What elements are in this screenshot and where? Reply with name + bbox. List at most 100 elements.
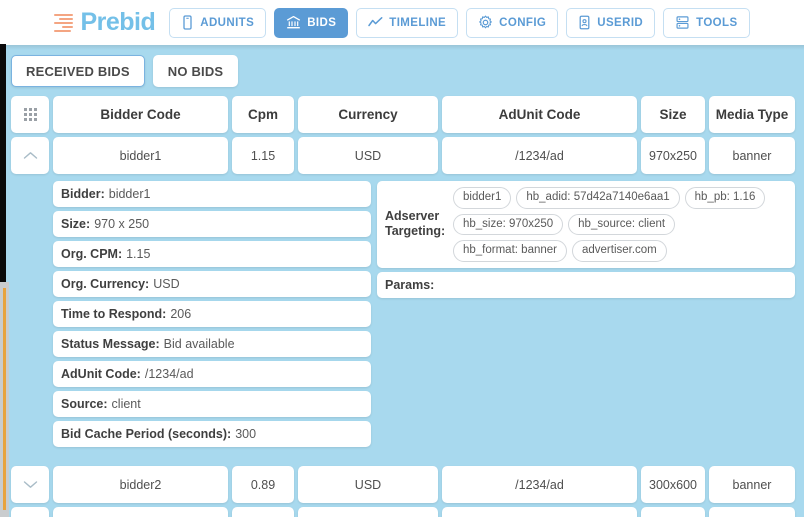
cell-adunit-code: /1234/ad [442,137,637,174]
cell-cpm: 0.19 [232,507,294,517]
table-row[interactable]: bidder1 1.15 USD /1234/ad 970x250 banner [11,137,795,174]
cell-adunit-code: /1234/ad [442,466,637,503]
column-header-size[interactable]: Size [641,96,705,133]
bids-table: Bidder Code Cpm Currency AdUnit Code Siz… [0,96,804,517]
nav-tab-bids[interactable]: BIDS [274,7,349,38]
targeting-chip[interactable]: bidder1 [453,187,512,209]
column-header-currency[interactable]: Currency [298,96,438,133]
nav-tab-config[interactable]: CONFIG [466,7,559,38]
targeting-chip[interactable]: hb_format: banner [453,240,567,262]
column-header-cpm[interactable]: Cpm [232,96,294,133]
chevron-up-icon [23,149,38,163]
cell-cpm: 1.15 [232,137,294,174]
detail-org-cpm-value: 1.15 [126,247,151,261]
gear-icon [478,15,493,30]
detail-time-to-respond-label: Time to Respond: [61,307,167,321]
detail-size-label: Size: [61,217,91,231]
cell-bidder-code: bidder2 [53,466,228,503]
bids-subtabs: RECEIVED BIDS NO BIDS [0,45,804,96]
detail-org-currency: Org. Currency: USD [53,271,371,297]
detail-status-message: Status Message: Bid available [53,331,371,357]
targeting-chip[interactable]: hb_source: client [568,213,676,236]
server-stack-icon [675,15,690,30]
chevron-down-icon [23,478,38,492]
chart-line-icon [368,16,383,29]
nav-tab-adunits[interactable]: ADUNITS [169,7,267,38]
nav-tab-config-label: CONFIG [499,16,547,29]
subtab-no-bids-label: NO BIDS [167,63,224,79]
detail-org-cpm: Org. CPM: 1.15 [53,241,371,267]
detail-bid-cache-period: Bid Cache Period (seconds): 300 [53,421,371,447]
cell-media-type: banner [709,137,795,174]
detail-adunit-code-label: AdUnit Code: [61,367,141,381]
cell-size: 300x600 [641,466,705,503]
cell-bidder-code: bidder3 [53,507,228,517]
detail-time-to-respond-value: 206 [170,307,192,321]
targeting-chip[interactable]: hb_size: 970x250 [453,213,564,236]
adserver-targeting-label: Adserver Targeting: [385,208,446,239]
adserver-targeting-chips: bidder1 hb_adid: 57d42a7140e6aa1 hb_pb: … [453,187,787,262]
table-row[interactable]: bidder3 0.19 USD /1234/ad 300x250 banner [11,507,795,517]
detail-bidder-label: Bidder: [61,187,105,201]
grid-dots-icon [23,108,37,121]
app-header: Prebid ADUNITS [0,0,804,45]
cell-media-type: banner [709,507,795,517]
detail-bottom-spacer [11,455,795,466]
bid-detail-list: Bidder: bidder1 Size: 970 x 250 Org. CPM… [11,181,371,451]
brand-name: Prebid [80,8,156,36]
detail-status-message-value: Bid available [163,337,235,351]
brand: Prebid [54,8,156,36]
detail-source-label: Source: [61,397,108,411]
targeting-chip[interactable]: hb_adid: 57d42a7140e6aa1 [516,187,680,209]
row-expand-button[interactable] [11,507,49,517]
page-scrollbar-dark[interactable] [0,44,6,282]
adserver-targeting-panel: Adserver Targeting: bidder1 hb_adid: 57d… [377,181,795,268]
row-collapse-button[interactable] [11,137,49,174]
nav-tab-tools[interactable]: TOOLS [663,7,750,38]
detail-adunit-code: AdUnit Code: /1234/ad [53,361,371,387]
detail-org-currency-label: Org. Currency: [61,277,150,291]
cell-size: 970x250 [641,137,705,174]
nav-tab-timeline[interactable]: TIMELINE [356,7,459,38]
cell-media-type: banner [709,466,795,503]
row-expand-button[interactable] [11,466,49,503]
detail-size-value: 970 x 250 [94,217,150,231]
gutter-top-filler [0,0,6,44]
id-card-icon [578,15,591,30]
detail-adunit-code-value: /1234/ad [144,367,194,381]
nav-tab-userid[interactable]: USERID [566,7,656,38]
column-header-bidder-code[interactable]: Bidder Code [53,96,228,133]
detail-bidder-value: bidder1 [108,187,151,201]
subtab-received-bids-label: RECEIVED BIDS [26,63,130,79]
column-header-handle[interactable] [11,96,49,133]
detail-time-to-respond: Time to Respond: 206 [53,301,371,327]
prebid-lines-icon [54,13,74,32]
subtab-received-bids[interactable]: RECEIVED BIDS [11,55,145,87]
cell-adunit-code: /1234/ad [442,507,637,517]
detail-bid-cache-period-value: 300 [235,427,257,441]
cell-currency: USD [298,466,438,503]
nav-tab-timeline-label: TIMELINE [389,16,447,29]
subtab-no-bids[interactable]: NO BIDS [152,55,239,87]
mobile-device-icon [181,15,194,30]
nav-tab-userid-label: USERID [597,16,644,29]
cell-bidder-code: bidder1 [53,137,228,174]
nav-tab-adunits-label: ADUNITS [200,16,255,29]
detail-source: Source: client [53,391,371,417]
nav-tab-tools-label: TOOLS [696,16,738,29]
targeting-chip[interactable]: hb_pb: 1.16 [684,187,766,209]
detail-org-currency-value: USD [153,277,180,291]
detail-source-value: client [111,397,141,411]
detail-size: Size: 970 x 250 [53,211,371,237]
cell-cpm: 0.89 [232,466,294,503]
detail-bidder: Bidder: bidder1 [53,181,371,207]
table-row[interactable]: bidder2 0.89 USD /1234/ad 300x600 banner [11,466,795,503]
page-scrollbar-thumb[interactable] [3,288,6,510]
column-header-media-type[interactable]: Media Type [709,96,795,133]
column-header-adunit-code[interactable]: AdUnit Code [442,96,637,133]
bank-icon [286,15,301,30]
cell-currency: USD [298,137,438,174]
targeting-chip[interactable]: advertiser.com [571,240,667,262]
main-nav: ADUNITS BIDS [169,7,750,38]
cell-currency: USD [298,507,438,517]
